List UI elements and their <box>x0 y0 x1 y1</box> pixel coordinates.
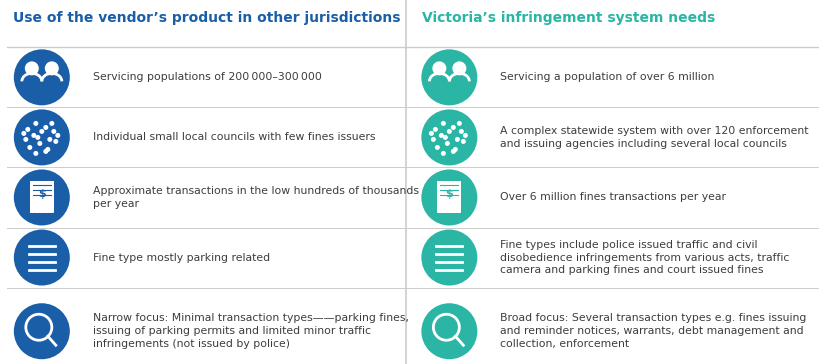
Text: Narrow focus: Minimal transaction types——parking fines,
issuing of parking permi: Narrow focus: Minimal transaction types—… <box>93 313 408 349</box>
Text: Fine type mostly parking related: Fine type mostly parking related <box>93 253 269 262</box>
Text: Servicing a population of over 6 million: Servicing a population of over 6 million <box>500 72 713 82</box>
Ellipse shape <box>45 62 59 75</box>
Ellipse shape <box>43 125 48 130</box>
Ellipse shape <box>438 133 443 138</box>
FancyBboxPatch shape <box>437 182 461 213</box>
FancyBboxPatch shape <box>29 182 54 213</box>
Text: $: $ <box>445 190 453 199</box>
Text: Servicing populations of 200 000–300 000: Servicing populations of 200 000–300 000 <box>93 72 321 82</box>
Ellipse shape <box>442 135 447 140</box>
Ellipse shape <box>27 145 32 150</box>
Ellipse shape <box>421 230 477 285</box>
Ellipse shape <box>35 135 40 140</box>
Ellipse shape <box>434 145 439 150</box>
Ellipse shape <box>421 170 477 225</box>
Ellipse shape <box>53 139 58 144</box>
Ellipse shape <box>23 137 29 142</box>
Ellipse shape <box>450 125 455 130</box>
Ellipse shape <box>25 127 30 132</box>
Ellipse shape <box>52 129 57 134</box>
Ellipse shape <box>455 137 459 142</box>
Ellipse shape <box>441 121 446 126</box>
Text: Individual small local councils with few fines issuers: Individual small local councils with few… <box>93 132 375 142</box>
Text: $: $ <box>38 190 46 199</box>
Ellipse shape <box>430 137 436 142</box>
Ellipse shape <box>421 50 477 105</box>
Ellipse shape <box>34 151 38 156</box>
Ellipse shape <box>55 133 61 138</box>
Text: Approximate transactions in the low hundreds of thousands
per year: Approximate transactions in the low hund… <box>93 186 419 209</box>
Ellipse shape <box>441 151 446 156</box>
Ellipse shape <box>38 141 43 146</box>
Ellipse shape <box>421 110 477 165</box>
Ellipse shape <box>450 149 455 154</box>
Ellipse shape <box>432 62 446 75</box>
Ellipse shape <box>421 303 477 359</box>
Ellipse shape <box>48 137 52 142</box>
Ellipse shape <box>14 110 70 165</box>
Ellipse shape <box>459 129 464 134</box>
Ellipse shape <box>31 133 36 138</box>
Ellipse shape <box>21 131 26 136</box>
Ellipse shape <box>452 147 457 152</box>
Ellipse shape <box>432 127 437 132</box>
Ellipse shape <box>43 149 48 154</box>
Ellipse shape <box>428 131 433 136</box>
Text: Over 6 million fines transactions per year: Over 6 million fines transactions per ye… <box>500 193 726 202</box>
Ellipse shape <box>446 129 451 134</box>
Ellipse shape <box>14 230 70 285</box>
Ellipse shape <box>462 133 468 138</box>
Ellipse shape <box>49 121 54 126</box>
Text: Use of the vendor’s product in other jurisdictions: Use of the vendor’s product in other jur… <box>13 11 400 25</box>
Ellipse shape <box>34 121 38 126</box>
Text: Broad focus: Several transaction types e.g. fines issuing
and reminder notices, : Broad focus: Several transaction types e… <box>500 313 806 349</box>
Ellipse shape <box>460 139 465 144</box>
Ellipse shape <box>39 129 44 134</box>
Ellipse shape <box>452 62 466 75</box>
Ellipse shape <box>25 62 38 75</box>
Ellipse shape <box>14 303 70 359</box>
Text: Fine types include police issued traffic and civil
disobedience infringements fr: Fine types include police issued traffic… <box>500 240 789 275</box>
Text: A complex statewide system with over 120 enforcement
and issuing agencies includ: A complex statewide system with over 120… <box>500 126 808 149</box>
Ellipse shape <box>456 121 461 126</box>
Ellipse shape <box>445 141 450 146</box>
Ellipse shape <box>14 170 70 225</box>
Text: Victoria’s infringement system needs: Victoria’s infringement system needs <box>422 11 715 25</box>
Ellipse shape <box>45 147 50 152</box>
Ellipse shape <box>14 50 70 105</box>
